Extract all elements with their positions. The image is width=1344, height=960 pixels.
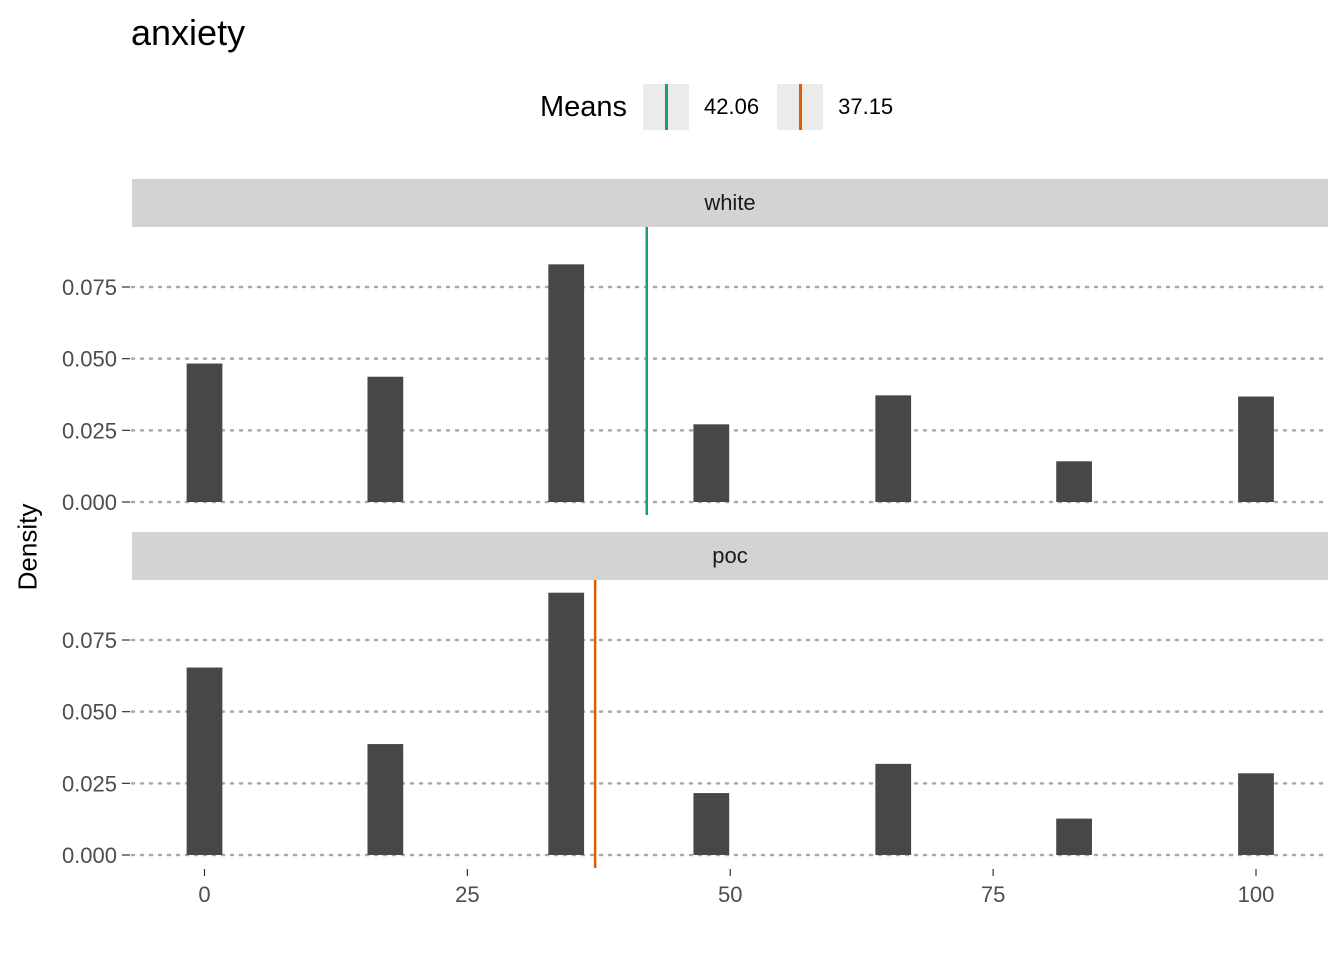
y-tick-label-white-3: 0.075 — [62, 275, 117, 300]
bar-poc-1 — [367, 744, 404, 855]
bar-white-5 — [1056, 461, 1092, 502]
x-tick-label-1: 25 — [455, 882, 479, 907]
bar-poc-6 — [1238, 773, 1274, 855]
x-tick-label-3: 75 — [981, 882, 1005, 907]
bar-white-1 — [367, 376, 404, 502]
legend-swatch-poc — [799, 84, 803, 130]
x-tick-label-2: 50 — [718, 882, 742, 907]
bar-poc-5 — [1056, 818, 1092, 855]
legend-title: Means — [540, 90, 628, 123]
legend-swatch-white — [665, 84, 669, 130]
y-tick-label-poc-1: 0.025 — [62, 771, 117, 796]
y-tick-label-white-1: 0.025 — [62, 418, 117, 443]
bar-poc-4 — [875, 763, 912, 855]
legend-label-white: 42.06 — [704, 94, 760, 119]
bar-white-0 — [186, 363, 223, 502]
x-tick-label-4: 100 — [1238, 882, 1275, 907]
legend-label-poc: 37.15 — [838, 94, 894, 119]
legend: Means 42.06 37.15 — [540, 82, 911, 132]
legend-key-poc — [777, 84, 824, 130]
chart-title: anxiety — [131, 12, 246, 53]
legend-key-white — [643, 84, 690, 130]
y-tick-label-poc-0: 0.000 — [62, 843, 117, 868]
facet-strip-white: white — [132, 179, 1328, 227]
y-tick-label-poc-3: 0.075 — [62, 628, 117, 653]
facet-strip-poc: poc — [132, 532, 1328, 580]
bar-white-6 — [1238, 396, 1274, 502]
bar-white-4 — [875, 395, 912, 502]
y-tick-label-white-0: 0.000 — [62, 490, 117, 515]
bar-poc-2 — [548, 592, 585, 855]
bar-poc-3 — [693, 793, 730, 855]
bar-poc-0 — [186, 667, 223, 855]
y-tick-label-poc-2: 0.050 — [62, 700, 117, 725]
x-tick-label-0: 0 — [198, 882, 210, 907]
y-axis-label: Density — [12, 503, 43, 591]
bar-white-3 — [693, 424, 730, 502]
bar-white-2 — [548, 264, 585, 502]
y-tick-label-white-2: 0.050 — [62, 347, 117, 372]
